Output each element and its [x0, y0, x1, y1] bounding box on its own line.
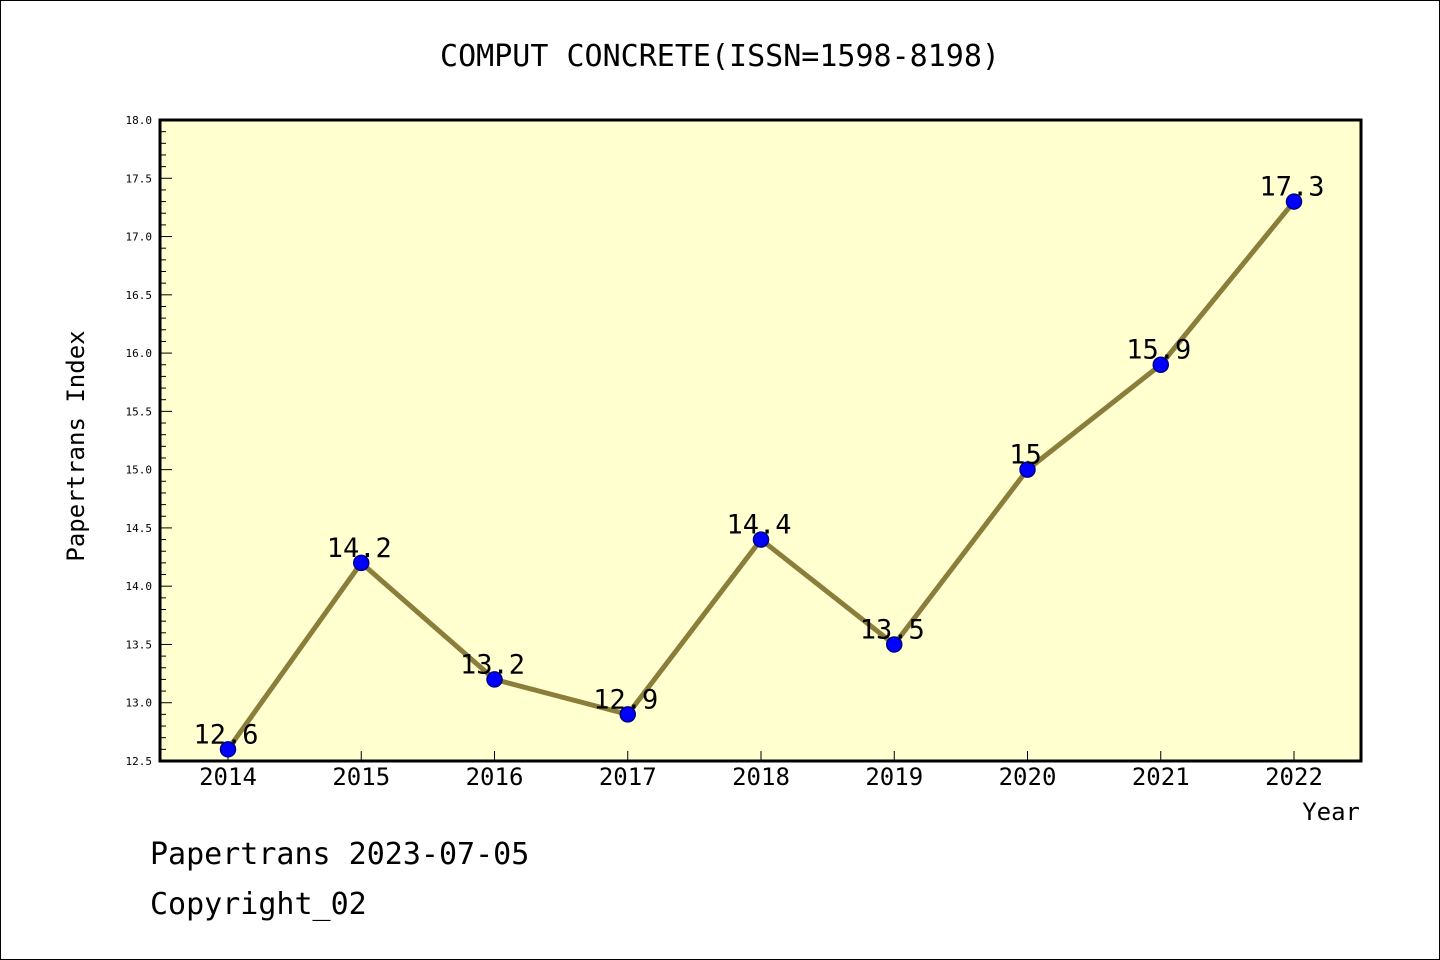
data-point — [619, 706, 636, 723]
x-axis: 2014 2015 2016 2017 2018 2019 2020 2021 2022 — [199, 751, 1323, 791]
data-point — [752, 531, 770, 548]
y-tick-label: 14.5 — [126, 522, 153, 535]
data-point — [1019, 461, 1036, 478]
data-label: 14.4 — [726, 510, 791, 541]
y-tick-label: 17.0 — [126, 231, 153, 244]
chart-title: COMPUT CONCRETE(ISSN=1598-8198) — [440, 39, 1000, 74]
data-label: 14.2 — [327, 533, 392, 564]
data-labels: 12.6 14.2 13.2 12.9 14.4 13.5 15 15.9 17.3 — [193, 172, 1324, 751]
y-tick-label: 14.0 — [126, 580, 153, 593]
y-tick-label: 15.0 — [126, 464, 153, 477]
data-point — [486, 671, 503, 688]
y-axis-label: Papertrans Index — [62, 330, 90, 561]
footer-copyright: Copyright_02 — [150, 887, 367, 922]
x-tick-label: 2021 — [1132, 763, 1190, 791]
x-tick-label: 2019 — [865, 763, 923, 791]
x-tick-label: 2017 — [599, 763, 657, 791]
series — [219, 193, 1303, 758]
y-tick-label: 17.5 — [126, 172, 153, 185]
footer-date: Papertrans 2023-07-05 — [150, 837, 529, 872]
x-axis-label: Year — [1302, 798, 1360, 826]
data-label: 17.3 — [1259, 172, 1324, 203]
data-label: 15 — [1009, 440, 1042, 471]
data-point — [353, 554, 370, 572]
x-tick-label: 2016 — [466, 763, 524, 791]
y-tick-label: 16.0 — [126, 347, 153, 360]
plot-area — [160, 120, 1361, 761]
data-label: 13.2 — [460, 649, 525, 680]
x-tick-label: 2015 — [332, 763, 390, 791]
x-tick-label: 2014 — [199, 763, 257, 791]
y-tick-label: 18.0 — [126, 114, 153, 127]
plot-frame — [158, 118, 1363, 763]
data-label: 12.9 — [593, 684, 658, 715]
data-label: 13.5 — [860, 614, 925, 645]
data-point — [219, 741, 237, 758]
data-point — [1152, 356, 1169, 373]
data-point — [886, 636, 903, 653]
data-point — [1285, 193, 1303, 210]
data-label: 12.6 — [193, 719, 258, 750]
data-label: 15.9 — [1126, 335, 1191, 366]
y-tick-label: 13.0 — [126, 697, 153, 710]
y-tick-label: 16.5 — [126, 289, 153, 302]
x-tick-label: 2018 — [732, 763, 790, 791]
x-tick-label: 2020 — [999, 763, 1057, 791]
y-tick-label: 15.5 — [126, 405, 153, 418]
y-tick-label: 13.5 — [126, 638, 153, 651]
y-tick-label: 12.5 — [126, 755, 153, 768]
x-tick-label: 2022 — [1265, 763, 1323, 791]
